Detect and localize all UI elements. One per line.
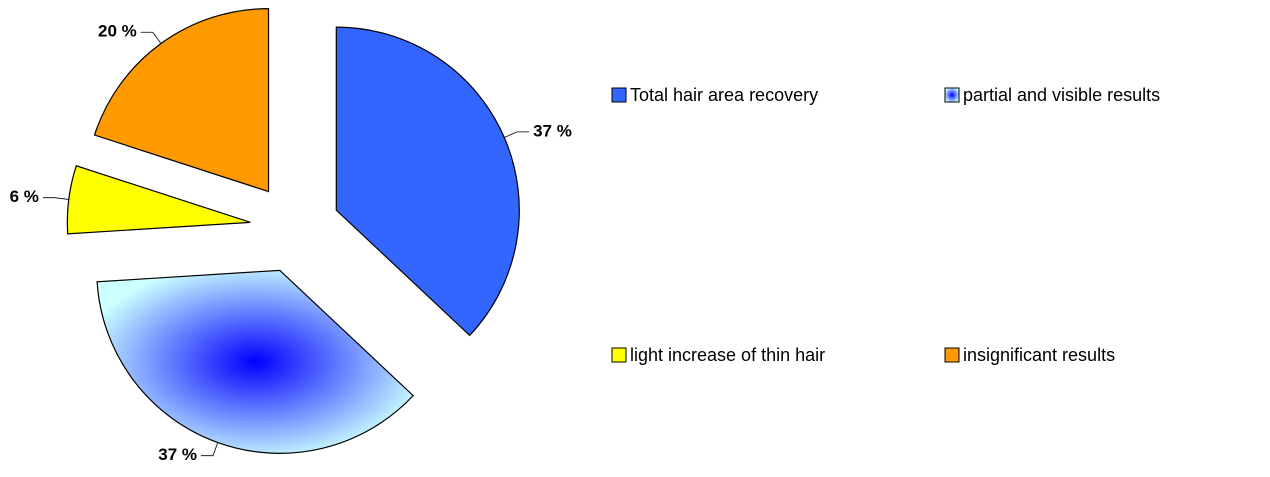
pie-slice — [93, 7, 270, 193]
data-label: 37 % — [533, 121, 572, 140]
pie-slice — [96, 269, 415, 454]
legend-label: partial and visible results — [963, 85, 1160, 105]
data-label: 37 % — [158, 445, 197, 464]
leader-line — [42, 197, 69, 200]
leader-line — [504, 131, 530, 138]
data-label: 20 % — [98, 22, 137, 41]
legend-swatch — [944, 347, 960, 363]
leader-line — [140, 31, 162, 44]
pie-slice — [335, 26, 520, 337]
pie-slice — [66, 165, 251, 235]
legend-label: Total hair area recovery — [630, 85, 818, 105]
legend-label: insignificant results — [963, 345, 1115, 365]
legend-swatch — [944, 87, 960, 103]
legend-label: light increase of thin hair — [630, 345, 825, 365]
data-label: 6 % — [10, 187, 39, 206]
leader-line — [201, 442, 219, 457]
legend-swatch — [611, 87, 627, 103]
legend-swatch — [611, 347, 627, 363]
